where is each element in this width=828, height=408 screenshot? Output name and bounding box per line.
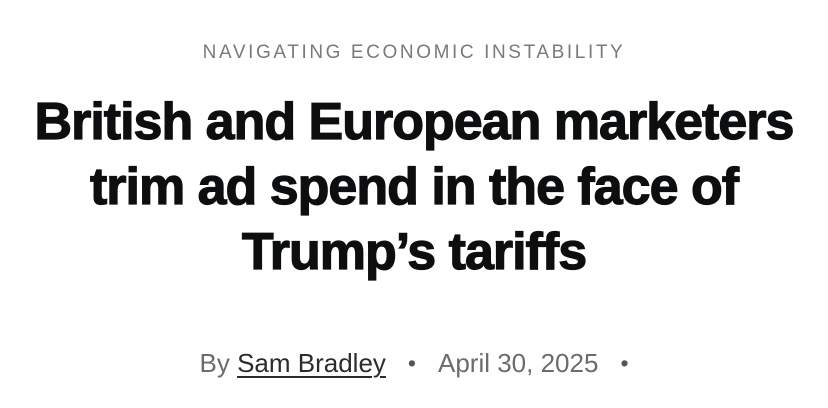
byline: By Sam Bradley • April 30, 2025 • <box>0 347 828 379</box>
headline-line-3: Trump’s tariffs <box>241 222 587 281</box>
article-headline: British and European marketers trim ad s… <box>14 90 814 285</box>
byline-by-label: By <box>199 348 230 378</box>
author-link[interactable]: Sam Bradley <box>237 348 386 378</box>
byline-author-group: By Sam Bradley <box>200 347 386 379</box>
byline-separator-dot: • <box>407 350 416 376</box>
headline-line-2: trim ad spend in the face of <box>89 157 739 216</box>
publish-date: April 30, 2025 <box>437 348 599 378</box>
kicker-label: NAVIGATING ECONOMIC INSTABILITY <box>202 42 626 63</box>
headline-line-1: British and European marketers <box>34 92 795 151</box>
article-header: NAVIGATING ECONOMIC INSTABILITY British … <box>0 42 828 379</box>
byline-trailing-dot: • <box>620 350 629 376</box>
